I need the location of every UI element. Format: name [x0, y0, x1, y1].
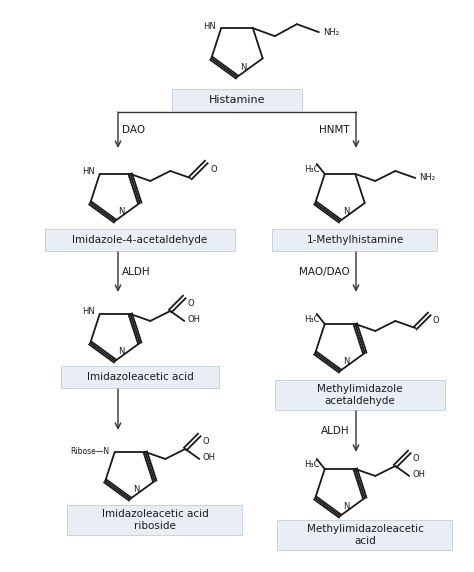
Text: ALDH: ALDH — [321, 427, 350, 436]
Text: NH₂: NH₂ — [419, 173, 435, 182]
Text: HN: HN — [82, 308, 95, 316]
Text: N: N — [343, 357, 349, 366]
Text: N: N — [133, 485, 139, 494]
Text: N: N — [240, 63, 246, 72]
Text: O: O — [432, 316, 439, 325]
Text: H₃C: H₃C — [304, 316, 320, 324]
Text: H₃C: H₃C — [304, 165, 320, 174]
Text: O: O — [187, 299, 194, 308]
Bar — [273, 229, 438, 251]
Bar — [61, 366, 219, 388]
Text: MAO/DAO: MAO/DAO — [299, 267, 350, 277]
Text: Imidazoleacetic acid
riboside: Imidazoleacetic acid riboside — [101, 509, 209, 531]
Text: HN: HN — [82, 168, 95, 177]
Text: Histamine: Histamine — [209, 95, 265, 105]
Bar — [275, 380, 445, 410]
Text: N: N — [118, 347, 124, 356]
Text: OH: OH — [187, 316, 201, 324]
Bar — [67, 505, 243, 535]
Text: O: O — [412, 454, 419, 463]
Text: Ribose—N: Ribose—N — [71, 447, 109, 456]
Text: DAO: DAO — [122, 125, 145, 135]
Text: 1-Methylhistamine: 1-Methylhistamine — [306, 235, 404, 245]
Text: O: O — [210, 165, 217, 174]
Bar — [277, 520, 453, 550]
Text: HNMT: HNMT — [319, 125, 350, 135]
Text: N: N — [118, 207, 124, 216]
Text: O: O — [202, 437, 209, 446]
Bar — [172, 89, 302, 111]
Text: OH: OH — [202, 454, 215, 463]
Text: N: N — [343, 207, 349, 216]
Text: NH₂: NH₂ — [323, 27, 339, 37]
Text: Methylimidazole
acetaldehyde: Methylimidazole acetaldehyde — [317, 384, 403, 406]
Text: N: N — [343, 502, 349, 511]
Text: H₃C: H₃C — [304, 460, 320, 470]
Bar — [45, 229, 235, 251]
Text: Imidazole-4-acetaldehyde: Imidazole-4-acetaldehyde — [73, 235, 208, 245]
Text: Methylimidazoleacetic
acid: Methylimidazoleacetic acid — [307, 524, 423, 546]
Text: ALDH: ALDH — [122, 267, 151, 277]
Text: OH: OH — [412, 470, 425, 479]
Text: HN: HN — [203, 22, 216, 31]
Text: Imidazoleacetic acid: Imidazoleacetic acid — [87, 372, 193, 382]
